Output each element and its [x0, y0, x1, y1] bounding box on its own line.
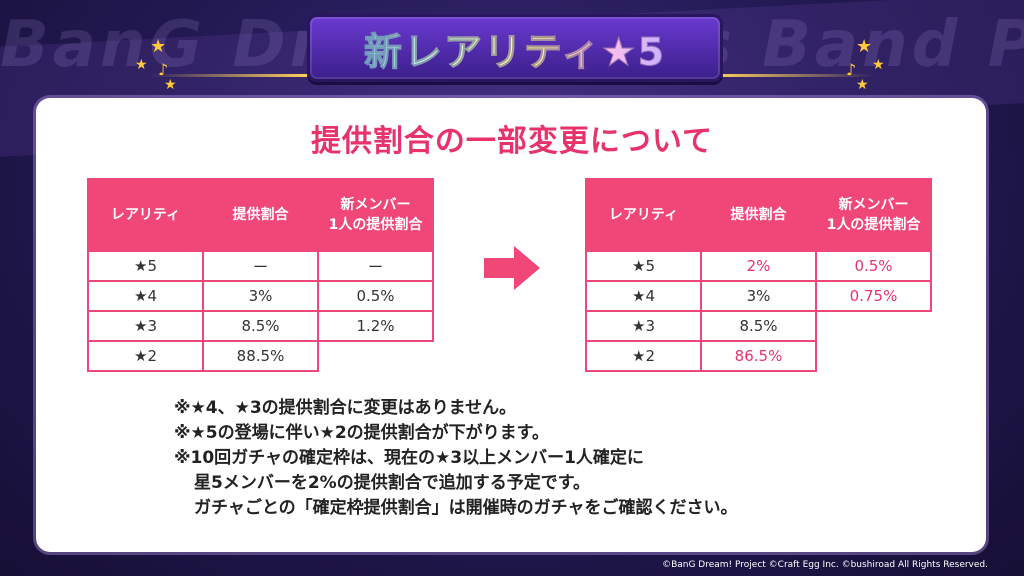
note-line: ※10回ガチャの確定枠は、現在の★3以上メンバー1人確定に: [174, 448, 644, 468]
star-icon: ★: [164, 77, 177, 93]
rate-cell: 8.5%: [202, 310, 319, 342]
gold-line-right: [714, 74, 874, 77]
rate-cell: 86.5%: [700, 340, 817, 372]
member-rate-cell: 0.5%: [815, 250, 932, 282]
note-line: ガチャごとの「確定枠提供割合」は開催時のガチャをご確認ください。: [194, 498, 738, 518]
table-row: ★5 2% 0.5%: [585, 250, 932, 282]
note-line: ※★4、★3の提供割合に変更はありません。: [174, 398, 517, 418]
header-rarity: レアリティ: [585, 178, 702, 252]
table-row: ★4 3% 0.75%: [585, 280, 932, 312]
star-icon: ★: [135, 57, 148, 73]
member-rate-cell: ー: [317, 250, 434, 282]
rates-table-after: レアリティ 提供割合 新メンバー 1人の提供割合 ★5 2% 0.5% ★4 3%…: [585, 178, 932, 372]
header-new-member-rate: 新メンバー 1人の提供割合: [815, 178, 932, 252]
rarity-cell: ★5: [585, 250, 702, 282]
header-rate: 提供割合: [202, 178, 319, 252]
rate-cell: 2%: [700, 250, 817, 282]
rarity-cell: ★5: [87, 250, 204, 282]
header-new-member-rate: 新メンバー 1人の提供割合: [317, 178, 434, 252]
table-row: ★3 8.5% 1.2%: [87, 310, 434, 342]
table-row: ★5 ー ー: [87, 250, 434, 282]
title-badge: 新レアリティ★5: [307, 14, 723, 82]
rarity-cell: ★2: [585, 340, 702, 372]
rate-cell: 8.5%: [700, 310, 817, 342]
notes-block: ※★4、★3の提供割合に変更はありません。 ※★5の登場に伴い★2の提供割合が下…: [174, 396, 894, 521]
star-icon: ★: [872, 57, 885, 73]
note-line: ※★5の登場に伴い★2の提供割合が下がります。: [174, 423, 549, 443]
header-rate: 提供割合: [700, 178, 817, 252]
table-row: ★2 88.5%: [87, 340, 433, 372]
header-rarity: レアリティ: [87, 178, 204, 252]
section-subtitle: 提供割合の一部変更について: [310, 124, 714, 159]
star-icon: ★: [150, 36, 167, 57]
empty-cell: [816, 341, 931, 371]
star-icon: ★: [856, 77, 869, 93]
rates-table-before: レアリティ 提供割合 新メンバー 1人の提供割合 ★5 ー ー ★4 3% 0.5…: [87, 178, 434, 372]
note-line: 星5メンバーを2%の提供割合で追加する予定です。: [194, 473, 590, 493]
page-title: 新レアリティ★5: [363, 21, 666, 76]
rarity-cell: ★3: [87, 310, 204, 342]
table-row: ★3 8.5%: [585, 310, 931, 342]
gold-line-left: [150, 74, 310, 77]
rarity-cell: ★2: [87, 340, 204, 372]
member-rate-cell: 0.5%: [317, 280, 434, 312]
rate-cell: 3%: [202, 280, 319, 312]
table-row: ★2 86.5%: [585, 340, 931, 372]
rarity-cell: ★4: [87, 280, 204, 312]
arrow-right-icon: [484, 246, 540, 290]
empty-cell: [318, 341, 433, 371]
table-row: ★4 3% 0.5%: [87, 280, 434, 312]
rate-cell: ー: [202, 250, 319, 282]
rarity-cell: ★4: [585, 280, 702, 312]
copyright-text: ©BanG Dream! Project ©Craft Egg Inc. ©bu…: [662, 560, 988, 570]
rarity-cell: ★3: [585, 310, 702, 342]
rate-cell: 3%: [700, 280, 817, 312]
member-rate-cell: 0.75%: [815, 280, 932, 312]
empty-cell: [816, 311, 931, 341]
star-icon: ★: [856, 36, 873, 57]
member-rate-cell: 1.2%: [317, 310, 434, 342]
music-note-icon: ♪: [846, 60, 857, 79]
music-note-icon: ♪: [158, 60, 169, 79]
rate-cell: 88.5%: [202, 340, 319, 372]
